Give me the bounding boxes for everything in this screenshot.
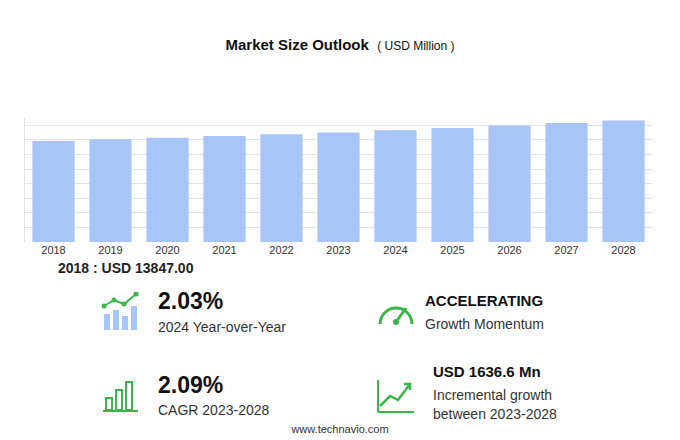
html-text:Incremental growth: Incremental growth <box>433 387 553 403</box>
html-text:2024 Year-over-Year: 2024 Year-over-Year <box>158 319 286 335</box>
html-text:ACCELERATING: ACCELERATING <box>425 292 544 309</box>
svg-text:2026: 2026 <box>497 244 521 256</box>
html-text:www.technavio.com: www.technavio.com <box>291 423 389 435</box>
svg-text:2019: 2019 <box>98 244 122 256</box>
html-text:Growth Momentum: Growth Momentum <box>425 316 544 332</box>
html-text:2.03%: 2.03% <box>158 288 224 314</box>
html-text:between 2023-2028: between 2023-2028 <box>433 406 557 422</box>
html-text:2018 : USD 13847.00: 2018 : USD 13847.00 <box>58 260 194 276</box>
svg-text:2022: 2022 <box>269 244 293 256</box>
svg-text:2025: 2025 <box>440 244 464 256</box>
svg-text:2027: 2027 <box>554 244 578 256</box>
html-text:CAGR 2023-2028: CAGR 2023-2028 <box>158 402 270 418</box>
html-text:USD 1636.6 Mn: USD 1636.6 Mn <box>433 363 541 380</box>
svg-text:2024: 2024 <box>383 244 407 256</box>
svg-text:Market Size Outlook ( USD Mil: Market Size Outlook ( USD Million ) <box>225 36 454 53</box>
svg-text:2021: 2021 <box>212 244 236 256</box>
svg-text:2020: 2020 <box>155 244 179 256</box>
svg-text:2023: 2023 <box>326 244 350 256</box>
svg-text:2028: 2028 <box>611 244 635 256</box>
html-text:2.09%: 2.09% <box>158 372 224 398</box>
svg-text:2018: 2018 <box>41 244 65 256</box>
